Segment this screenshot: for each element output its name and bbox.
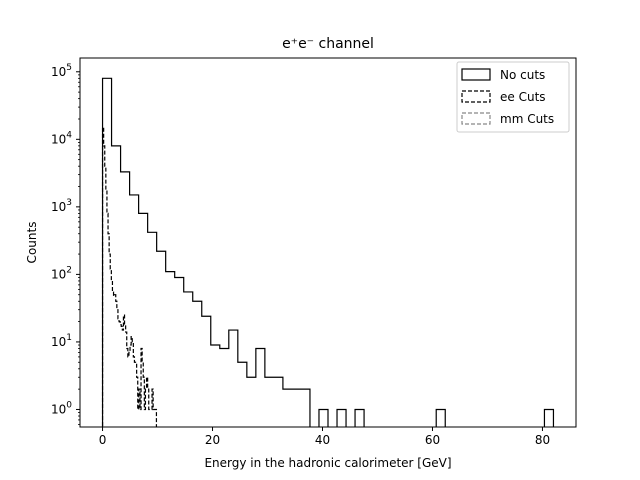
series-no-cuts-line (101, 77, 555, 427)
x-tick-label: 20 (205, 433, 220, 447)
legend-label: No cuts (500, 68, 545, 82)
y-axis-label: Counts (25, 222, 39, 264)
y-tick-label: 100 (51, 400, 72, 416)
x-tick-label: 60 (425, 433, 440, 447)
chart-title: e⁺e⁻ channel (282, 36, 374, 52)
y-tick-label: 102 (51, 265, 72, 281)
x-axis: 0 20 40 60 80 (99, 427, 550, 447)
x-axis-label: Energy in the hadronic calorimeter [GeV] (204, 456, 451, 470)
plot-series-group (101, 77, 555, 427)
legend-label: ee Cuts (500, 90, 546, 104)
legend-swatch (461, 90, 491, 103)
x-tick-label: 80 (535, 433, 550, 447)
y-tick-label: 105 (51, 63, 72, 79)
y-tick-label: 104 (51, 130, 72, 146)
legend-swatch (461, 68, 491, 81)
legend-swatch (461, 112, 491, 125)
legend-label: mm Cuts (500, 112, 554, 126)
y-axis: 100 101 102 103 104 105 (51, 63, 80, 425)
x-tick-label: 40 (315, 433, 330, 447)
y-tick-label: 103 (51, 198, 72, 214)
legend: No cuts ee Cuts mm Cuts (456, 61, 570, 133)
y-tick-label: 101 (51, 333, 72, 349)
x-tick-label: 0 (99, 433, 107, 447)
series-ee-cuts-line (101, 126, 158, 427)
